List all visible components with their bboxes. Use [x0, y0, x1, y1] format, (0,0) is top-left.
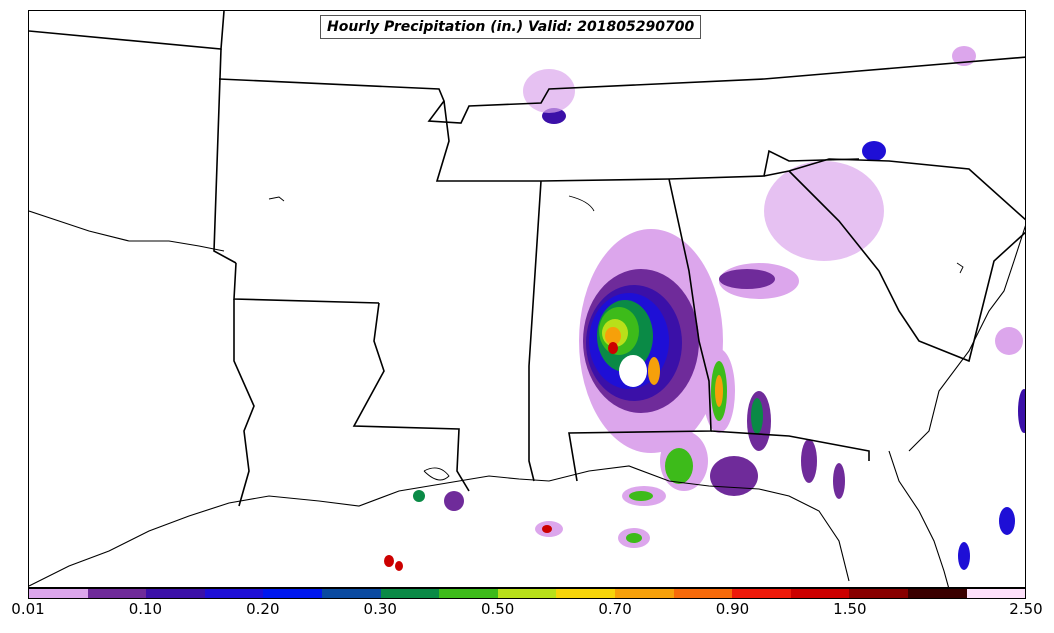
colorbar-tick-label: 0.90 — [715, 600, 750, 618]
colorbar-tick-label: 0.10 — [128, 600, 163, 618]
rain-bands — [384, 46, 1025, 571]
colorbar-segment — [614, 589, 674, 598]
colorbar-segment — [790, 589, 850, 598]
map-title: Hourly Precipitation (in.) Valid: 201805… — [320, 15, 702, 39]
colorbar-segment — [556, 589, 615, 598]
colorbar-segment — [907, 589, 967, 598]
map-frame[interactable] — [28, 10, 1026, 588]
storm-core-rain — [579, 229, 723, 453]
colorbar-segment — [439, 589, 498, 598]
county-lakes — [268, 195, 964, 481]
colorbar-tick-label: 0.30 — [363, 600, 397, 618]
coastline — [29, 210, 1025, 587]
colorbar-segment — [263, 589, 322, 598]
colorbar-segment — [146, 589, 205, 598]
colorbar-segment — [204, 589, 264, 598]
precipitation-field — [384, 46, 1025, 571]
colorbar-segment — [966, 589, 1026, 598]
colorbar-tick-label: 0.50 — [480, 600, 515, 618]
colorbar-tick-label: 0.20 — [246, 600, 280, 618]
colorbar-tick-label: 0.70 — [598, 600, 632, 618]
colorbar-segment — [732, 589, 791, 598]
colorbar-segment — [849, 589, 908, 598]
state-boundaries — [29, 11, 1025, 507]
colorbar-segment — [673, 589, 733, 598]
colorbar-segment — [497, 589, 557, 598]
colorbar-tick-labels: 0.01 0.10 0.20 0.30 0.50 0.70 0.90 1.50 2.50 — [0, 600, 1054, 624]
colorbar-segment — [87, 589, 147, 598]
colorbar-tick-label: 1.50 — [833, 600, 867, 618]
colorbar-tick-label: 2.50 — [1009, 600, 1043, 618]
precipitation-colorbar — [28, 588, 1026, 599]
colorbar-segment — [380, 589, 440, 598]
colorbar-segment — [29, 589, 88, 598]
colorbar-segment — [321, 589, 381, 598]
precipitation-map — [29, 11, 1025, 587]
colorbar-tick-label: 0.01 — [11, 600, 45, 618]
